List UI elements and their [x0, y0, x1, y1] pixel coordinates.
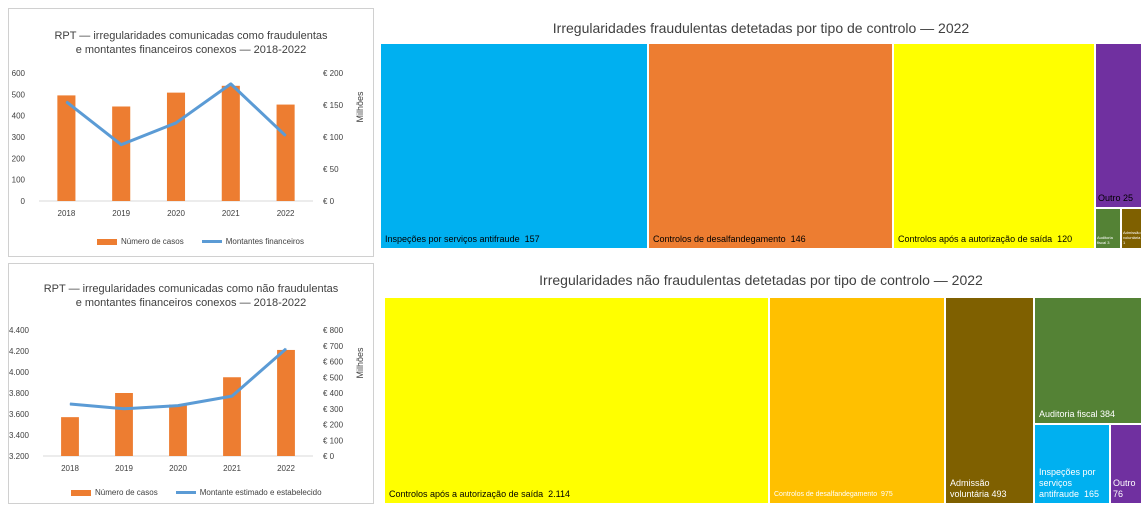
line-point	[69, 403, 71, 405]
legend-label: Montante estimado e estabelecido	[199, 488, 322, 497]
bar	[221, 85, 240, 201]
y-tick-label: 3.400	[9, 431, 30, 440]
y2-tick-label: € 300	[323, 405, 344, 414]
line-point	[123, 408, 125, 410]
y-tick-label: 0	[21, 197, 26, 206]
line-point	[177, 405, 179, 407]
legend-label: Número de casos	[121, 237, 184, 246]
line-point	[285, 348, 287, 350]
y2-tick-label: € 200	[323, 69, 344, 78]
fraud-treemap: Irregularidades fraudulentas detetadas p…	[380, 12, 1142, 259]
y-tick-label: 300	[12, 133, 26, 142]
tile-controlos-apos-autorizacao: Controlos após a autorização de saída 12…	[893, 43, 1095, 249]
x-tick-label: 2019	[115, 464, 133, 473]
tile-auditoria-fiscal: Auditoria fiscal 384	[1034, 297, 1142, 424]
y2-tick-label: € 400	[323, 389, 344, 398]
y2-tick-label: € 0	[323, 452, 335, 461]
legend-line-swatch	[175, 491, 196, 494]
bar	[169, 404, 187, 456]
tile-controlos-desalfandegamento: Controlos de desalfandegamento 146	[648, 43, 893, 249]
y2-tick-label: € 0	[323, 197, 335, 206]
y2-tick-label: € 100	[323, 133, 344, 142]
bar	[115, 393, 133, 456]
nonfraud-combo-plot: 3.200 3.400 3.600 3.800 4.000 4.200 4.400 € 0 € …	[9, 326, 365, 473]
y2-axis-label: Milhões	[355, 347, 365, 379]
chart-legend: Número de casos Montante estimado e esta…	[71, 488, 322, 497]
y2-tick-label: € 200	[323, 421, 344, 430]
tile-controlos-desalfandegamento: Controlos de desalfandegamento 975	[769, 297, 945, 504]
fraud-combo-plot: 0 100 200 300 400 500 600 € 0 € 50 € 100 € 150 € 20…	[12, 69, 365, 218]
x-tick-label: 2018	[61, 464, 79, 473]
tile-admissao-voluntaria: Admissão voluntária 493	[945, 297, 1034, 504]
series-line	[69, 347, 287, 411]
y2-tick-label: € 700	[323, 342, 344, 351]
tile-outro: Outro 25	[1095, 43, 1142, 208]
line-point	[175, 122, 177, 124]
y-tick-label: 200	[12, 154, 26, 163]
bar	[166, 92, 186, 201]
y2-tick-label: € 500	[323, 373, 344, 382]
y2-axis-label: Milhões	[355, 91, 365, 123]
bar	[61, 417, 79, 456]
y-tick-label: 100	[12, 176, 26, 185]
line-point	[65, 101, 67, 103]
fraud-combo-chart: RPT — irregularidades comunicadas como f…	[8, 8, 374, 257]
tile-outro: Outro 76	[1110, 424, 1142, 504]
y-tick-label: 600	[12, 69, 26, 78]
y2-tick-label: € 800	[323, 326, 344, 335]
y2-tick-label: € 600	[323, 358, 344, 367]
line-point	[285, 135, 287, 137]
x-tick-label: 2022	[277, 464, 295, 473]
bar	[112, 106, 131, 201]
x-tick-label: 2019	[112, 209, 130, 218]
legend-line-swatch	[201, 240, 222, 243]
x-tick-label: 2020	[169, 464, 187, 473]
y-tick-label: 4.400	[9, 326, 30, 335]
bar	[57, 95, 76, 201]
x-tick-label: 2021	[222, 209, 240, 218]
y2-tick-label: € 100	[323, 436, 344, 445]
treemap-title: Irregularidades fraudulentas detetadas p…	[552, 20, 970, 36]
tile-controlos-apos-autorizacao: Controlos após a autorização de saída 2.…	[384, 297, 769, 504]
y-tick-label: 3.200	[9, 452, 30, 461]
legend-bar-swatch	[97, 238, 117, 245]
y-tick-label: 3.600	[9, 410, 30, 419]
x-tick-label: 2022	[277, 209, 295, 218]
y2-tick-label: € 50	[323, 165, 339, 174]
tile-inspecoes-antifraude: Inspeções por serviços antifraude 165	[1034, 424, 1110, 504]
tile-admissao-voluntaria: Admissão voluntária 1	[1121, 208, 1142, 249]
y-tick-label: 4.000	[9, 368, 30, 377]
x-tick-label: 2021	[223, 464, 241, 473]
treemap-title: Irregularidades não fraudulentas detetad…	[539, 272, 983, 288]
line-point	[230, 83, 232, 85]
y-tick-label: 3.800	[9, 389, 30, 398]
nonfraud-treemap: Irregularidades não fraudulentas detetad…	[380, 266, 1142, 504]
y-tick-label: 500	[12, 90, 26, 99]
x-tick-label: 2018	[58, 209, 76, 218]
nonfraud-combo-chart: RPT — irregularidades comunicadas como n…	[8, 263, 374, 504]
tile-auditoria-fiscal: Auditoria fiscal 3	[1095, 208, 1121, 249]
y2-tick-label: € 150	[323, 101, 344, 110]
y-tick-label: 4.200	[9, 347, 30, 356]
line-point	[120, 144, 122, 146]
chart-title: RPT — irregularidades comunicadas como n…	[43, 283, 339, 309]
y-tick-label: 400	[12, 112, 26, 121]
x-tick-label: 2020	[167, 209, 185, 218]
line-point	[231, 395, 233, 397]
legend-label: Montantes financeiros	[225, 237, 304, 246]
chart-legend: Número de casos Montantes financeiros	[97, 237, 304, 246]
chart-title: RPT — irregularidades comunicadas como f…	[54, 30, 328, 56]
bar	[277, 349, 295, 456]
bar	[276, 104, 295, 201]
legend-label: Número de casos	[95, 488, 158, 497]
legend-bar-swatch	[71, 489, 91, 496]
tile-inspecoes-antifraude: Inspeções por serviços antifraude 157	[380, 43, 648, 249]
